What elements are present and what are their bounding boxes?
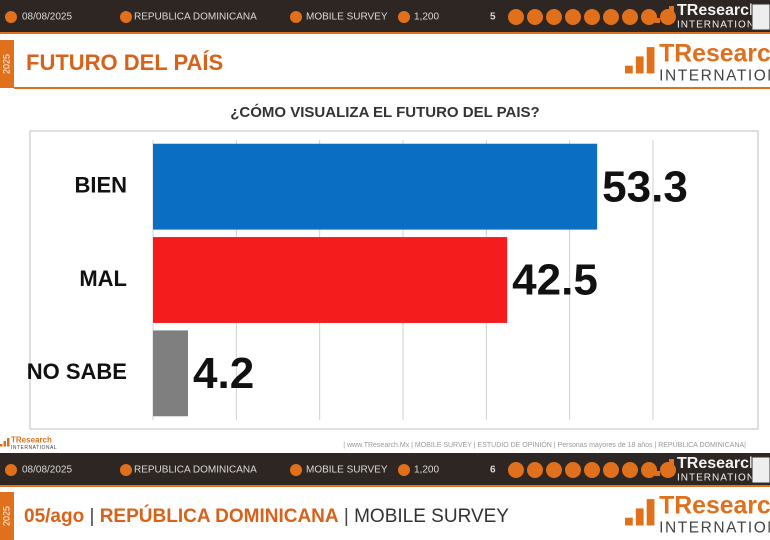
year: 2025 (1, 506, 11, 526)
logo-brand: TResearch (677, 455, 759, 472)
social-icon (565, 9, 581, 25)
header-icon (120, 464, 132, 476)
category-label: NO SABE (27, 359, 127, 384)
header-date: 08/08/2025 (22, 12, 72, 23)
logo-bar (3, 441, 6, 447)
logo-bar (625, 65, 633, 74)
qr-code (751, 3, 770, 31)
logo-bar (662, 465, 667, 476)
social-icon (527, 462, 543, 478)
header-method: MOBILE SURVEY (306, 465, 388, 476)
header-icon (398, 464, 410, 476)
logo-bar (0, 444, 3, 447)
caption-part: MOBILE SURVEY (354, 506, 509, 527)
caption: 05/ago | REPÚBLICA DOMINICANA | MOBILE S… (24, 505, 509, 527)
year: 2025 (1, 54, 11, 74)
header-method: MOBILE SURVEY (306, 12, 388, 23)
social-icon (641, 9, 657, 25)
logo-sub: INTERNATIONAL (659, 68, 770, 85)
header-icon (290, 11, 302, 23)
social-icon (622, 9, 638, 25)
social-icon (508, 9, 524, 25)
header-icon (398, 11, 410, 23)
header-sample: 1,200 (414, 12, 439, 23)
social-icon (603, 9, 619, 25)
logo-bar (662, 12, 667, 23)
header-country: REPUBLICA DOMINICANA (134, 12, 257, 23)
qr-code (751, 456, 770, 484)
header-icon (5, 11, 17, 23)
logo-bar (625, 517, 633, 526)
bar (153, 143, 598, 230)
social-icon (546, 462, 562, 478)
logo-bar (655, 471, 660, 476)
caption-part: | (344, 506, 349, 527)
social-icon (622, 462, 638, 478)
logo-sub: INTERNATIONAL (677, 20, 769, 31)
category-label: MAL (79, 266, 127, 291)
chart-title: ¿CÓMO VISUALIZA EL FUTURO DEL PAIS? (230, 103, 539, 121)
logo-brand: TResearch (659, 492, 770, 519)
social-icon (546, 9, 562, 25)
header-date: 08/08/2025 (22, 465, 72, 476)
logo-bar (669, 459, 674, 476)
caption-part: 05/ago (24, 506, 84, 527)
logo-bar (655, 18, 660, 23)
year-strip (0, 492, 14, 540)
logo-sub: INTERNATIONAL (11, 445, 57, 451)
footer-note: | www.TResearch.Mx | MOBILE SURVEY | EST… (343, 440, 746, 449)
social-icon (584, 462, 600, 478)
header-country: REPUBLICA DOMINICANA (134, 465, 257, 476)
header-icon (120, 11, 132, 23)
year-strip (0, 40, 14, 88)
caption-part: | (89, 506, 94, 527)
logo-bar (646, 47, 655, 74)
logo-brand: TResearch (11, 436, 52, 445)
section-title: FUTURO DEL PAÍS (26, 50, 223, 75)
page-number: 5 (490, 12, 496, 23)
logo-bar (635, 508, 644, 526)
social-icon (527, 9, 543, 25)
logo-brand: TResearch (677, 2, 759, 19)
logo-bar (7, 438, 10, 447)
category-label: BIEN (74, 172, 127, 197)
value-label: 42.5 (512, 256, 598, 305)
bar (153, 237, 508, 323)
header-icon (290, 464, 302, 476)
logo-bar (635, 56, 644, 74)
logo-bar (646, 499, 655, 526)
social-icon (641, 462, 657, 478)
logo-brand: TResearch (659, 40, 770, 67)
bar (153, 330, 188, 417)
logo-bar (669, 6, 674, 23)
social-icon (565, 462, 581, 478)
caption-part: REPÚBLICA DOMINICANA (100, 505, 339, 527)
social-icon (584, 9, 600, 25)
header-sample: 1,200 (414, 465, 439, 476)
page-number: 6 (490, 465, 496, 476)
chart-frame (29, 130, 759, 430)
value-label: 4.2 (193, 349, 254, 398)
social-icon (508, 462, 524, 478)
header-icon (5, 464, 17, 476)
logo-sub: INTERNATIONAL (677, 473, 769, 484)
logo-sub: INTERNATIONAL (659, 520, 770, 537)
social-icon (603, 462, 619, 478)
value-label: 53.3 (602, 162, 688, 211)
